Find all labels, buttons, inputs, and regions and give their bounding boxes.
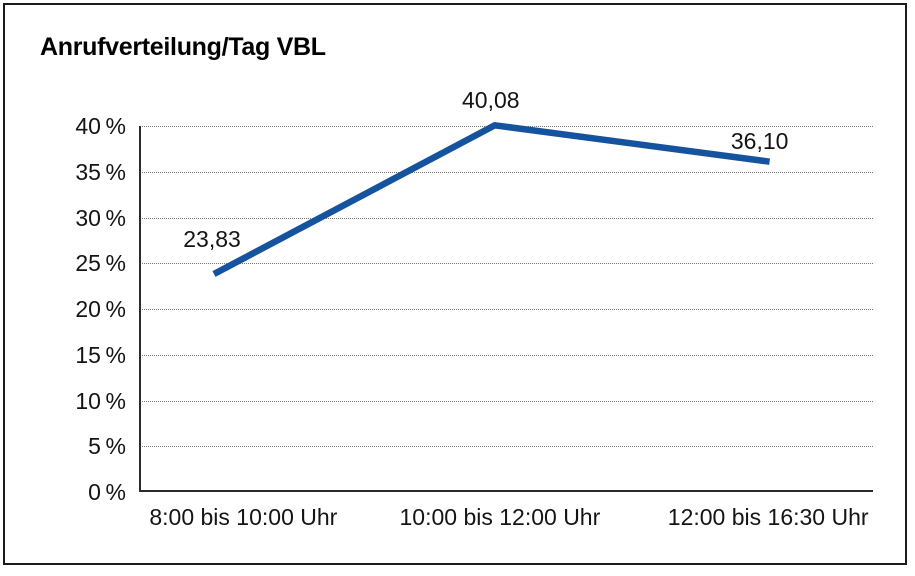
gridline [140, 354, 873, 356]
y-tick-label: 15 % [75, 341, 126, 368]
gridline [140, 400, 873, 402]
x-category-label: 12:00 bis 16:30 Uhr [667, 504, 869, 530]
gridline [140, 263, 873, 265]
chart-title: Anrufverteilung/Tag VBL [40, 33, 326, 61]
y-tick-label: 20 % [75, 296, 126, 322]
gridline [140, 217, 873, 219]
data-label: 23,83 [183, 225, 241, 252]
y-tick-label: 25 % [75, 250, 126, 277]
y-tick-label: 10 % [75, 387, 126, 414]
data-line [212, 122, 771, 277]
y-tick-label: 35 % [75, 158, 126, 185]
x-category-label: 10:00 bis 12:00 Uhr [399, 504, 601, 530]
y-axis-line [139, 126, 141, 492]
x-axis-line [139, 490, 873, 492]
gridline [140, 171, 873, 173]
y-tick-label: 40 % [75, 113, 126, 139]
y-tick-label: 0 % [88, 479, 126, 505]
x-category-label: 8:00 bis 10:00 Uhr [149, 504, 338, 530]
data-label: 36,10 [730, 127, 789, 154]
gridline [140, 309, 873, 310]
y-tick-label: 5 % [88, 433, 126, 460]
data-label: 40,08 [461, 87, 520, 114]
gridline [140, 446, 873, 448]
y-tick-label: 30 % [75, 204, 126, 231]
chart-frame [3, 3, 907, 565]
